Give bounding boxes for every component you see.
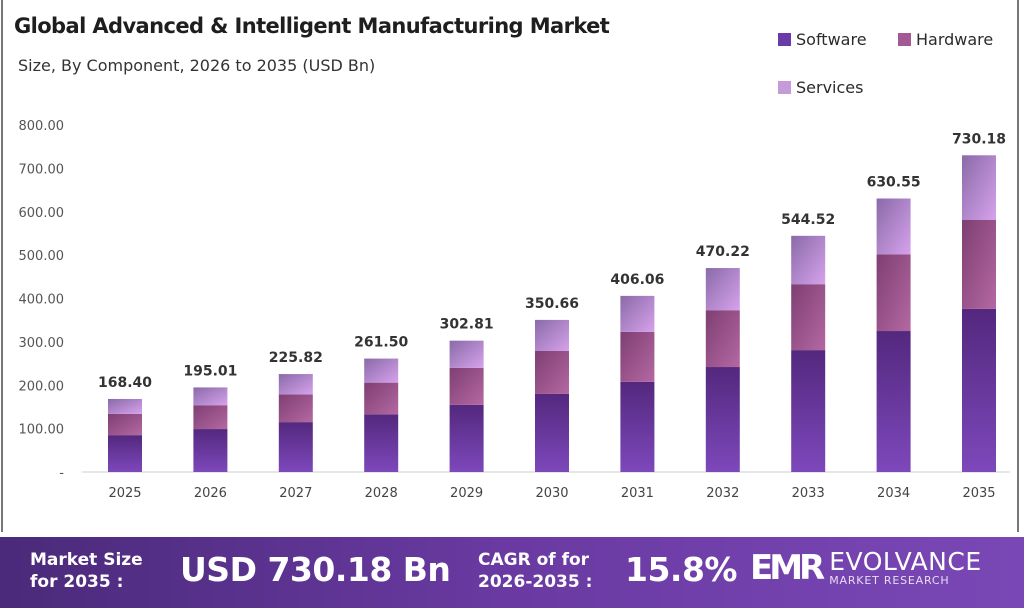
chart-frame [1, 0, 1019, 532]
bar-hardware-2032 [705, 310, 740, 368]
total-label-2026: 195.01 [183, 363, 237, 379]
legend-label: Services [796, 78, 864, 97]
legend-swatch-services [778, 81, 791, 94]
cagr-label-line2: 2026-2035 : [478, 572, 593, 592]
stacked-bar-chart: - 100.00 200.00 300.00 400.00 500.00 600.00 700… [19, 119, 1010, 501]
y-tick-label: 800.00 [19, 119, 65, 134]
legend-label: Hardware [916, 30, 994, 49]
chart-title: Global Advanced & Intelligent Manufactur… [14, 14, 610, 38]
x-tick-label: 2034 [877, 486, 910, 501]
total-label-2030: 350.66 [525, 296, 579, 312]
bar-hardware-2028 [364, 382, 399, 415]
y-tick-label: 700.00 [19, 162, 65, 177]
x-tick-label: 2032 [706, 486, 739, 501]
legend-item-services: Services [778, 78, 863, 97]
x-tick-label: 2031 [621, 486, 654, 501]
chart-subtitle: Size, By Component, 2026 to 2035 (USD Bn… [18, 56, 376, 75]
cagr-label: CAGR of for 2026-2035 : [478, 549, 592, 593]
legend-swatch-hardware [898, 33, 911, 46]
bar-hardware-2034 [876, 254, 911, 332]
total-label-2033: 544.52 [781, 212, 835, 228]
bar-services-2029 [449, 340, 484, 368]
y-tick-label: 400.00 [19, 293, 65, 308]
bar-hardware-2029 [449, 367, 484, 405]
footer-banner: Market Size for 2035 : USD 730.18 Bn CAG… [0, 537, 1024, 608]
bar-software-2028 [364, 414, 399, 472]
x-tick-label: 2029 [450, 486, 483, 501]
bar-hardware-2026 [193, 405, 228, 430]
bar-hardware-2025 [108, 413, 142, 436]
y-tick-label: 200.00 [19, 379, 65, 394]
market-size-label-line2: for 2035 : [30, 572, 124, 592]
bar-hardware-2031 [620, 331, 655, 382]
y-tick-label: 300.00 [19, 336, 65, 351]
bar-software-2033 [791, 350, 826, 472]
bar-software-2029 [449, 404, 484, 472]
total-label-2025: 168.40 [98, 375, 152, 391]
y-tick-label: 500.00 [19, 249, 65, 264]
total-label-2028: 261.50 [354, 335, 408, 351]
bar-software-2027 [278, 422, 313, 472]
bar-services-2032 [705, 268, 740, 311]
evolvance-logo: EMR EVOLVANCE MARKET RESEARCH [750, 548, 982, 588]
legend-swatch-software [778, 33, 791, 46]
x-tick-label: 2030 [535, 486, 568, 501]
bar-software-2031 [620, 381, 655, 472]
market-size-label-line1: Market Size [30, 550, 143, 570]
bar-software-2035 [962, 308, 996, 472]
bar-services-2028 [364, 358, 399, 383]
y-tick-label: 100.00 [19, 423, 65, 438]
bar-services-2030 [535, 319, 569, 351]
bar-software-2030 [535, 393, 569, 472]
legend-item-hardware: Hardware [898, 30, 993, 49]
market-size-label: Market Size for 2035 : [30, 549, 143, 593]
total-label-2034: 630.55 [867, 174, 921, 190]
x-tick-label: 2026 [194, 486, 227, 501]
x-tick-label: 2033 [792, 486, 825, 501]
bar-services-2031 [620, 295, 655, 332]
market-size-value: USD 730.18 Bn [180, 550, 451, 589]
total-label-2031: 406.06 [610, 272, 664, 288]
y-tick-label: 600.00 [19, 206, 65, 221]
bar-services-2033 [791, 235, 826, 285]
total-label-2035: 730.18 [952, 131, 1006, 147]
bar-hardware-2035 [962, 219, 996, 309]
cagr-value: 15.8% [625, 550, 738, 589]
y-tick-label: - [59, 466, 64, 481]
logo-mark: EMR [750, 548, 825, 588]
bar-software-2032 [705, 367, 740, 472]
bar-hardware-2027 [278, 394, 313, 423]
legend-label: Software [796, 30, 867, 49]
x-tick-label: 2027 [279, 486, 312, 501]
logo-name: EVOLVANCE [829, 546, 982, 576]
x-tick-label: 2025 [108, 486, 141, 501]
bar-software-2026 [193, 429, 228, 472]
bar-services-2025 [108, 398, 142, 414]
x-tick-label: 2028 [365, 486, 398, 501]
bar-services-2034 [876, 198, 911, 255]
bar-services-2026 [193, 387, 228, 406]
bar-software-2034 [876, 331, 911, 472]
logo-subtitle: MARKET RESEARCH [829, 573, 950, 587]
x-tick-label: 2035 [962, 486, 995, 501]
bar-services-2035 [962, 155, 996, 220]
legend-item-software: Software [778, 30, 867, 49]
total-label-2032: 470.22 [696, 244, 750, 260]
total-label-2027: 225.82 [269, 350, 323, 366]
bar-hardware-2030 [535, 350, 569, 394]
total-label-2029: 302.81 [440, 317, 494, 333]
bar-hardware-2033 [791, 284, 826, 351]
bar-services-2027 [278, 374, 313, 395]
bar-software-2025 [108, 435, 142, 472]
cagr-label-line1: CAGR of for [478, 550, 590, 570]
